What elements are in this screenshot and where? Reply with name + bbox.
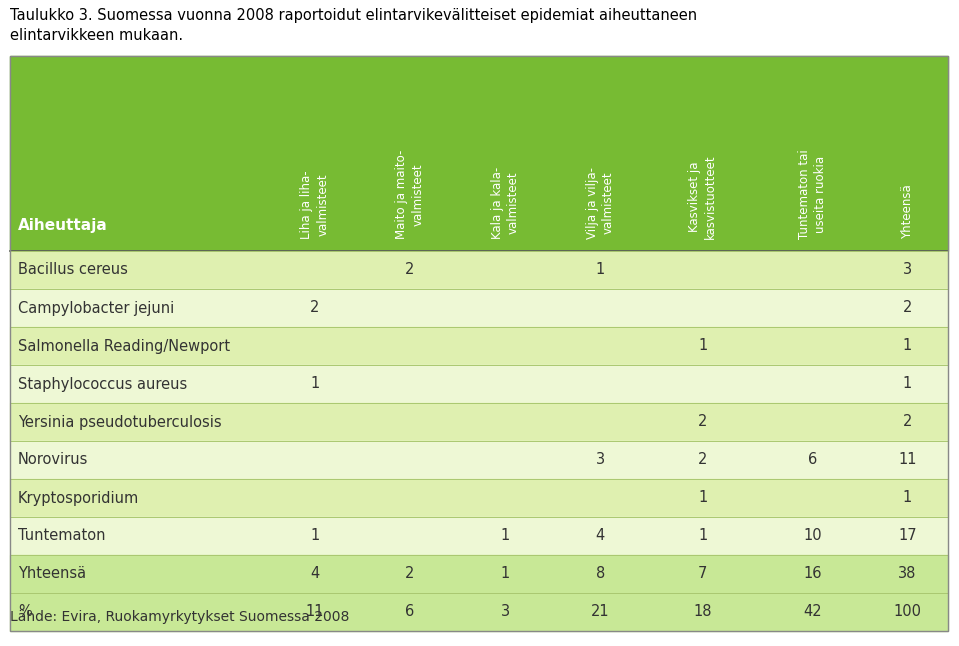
- Bar: [10, 593, 948, 631]
- Text: 11: 11: [899, 452, 917, 468]
- Text: Yhteensä: Yhteensä: [18, 567, 86, 581]
- Text: 2: 2: [902, 300, 912, 315]
- Text: Tuntematon: Tuntematon: [18, 528, 105, 543]
- Text: Kryptosporidium: Kryptosporidium: [18, 490, 139, 506]
- Text: Kasvikset ja
kasvistuotteet: Kasvikset ja kasvistuotteet: [689, 154, 717, 239]
- Text: 1: 1: [903, 377, 912, 391]
- Text: Yhteensä: Yhteensä: [901, 184, 914, 239]
- Text: 1: 1: [501, 528, 510, 543]
- Text: 2: 2: [902, 415, 912, 430]
- Bar: [10, 555, 948, 593]
- Text: Maito ja maito-
valmisteet: Maito ja maito- valmisteet: [395, 150, 425, 239]
- Text: 16: 16: [803, 567, 822, 581]
- Text: 11: 11: [306, 605, 324, 620]
- Text: 1: 1: [310, 528, 319, 543]
- Text: 6: 6: [807, 452, 817, 468]
- Text: 4: 4: [596, 528, 605, 543]
- Text: 3: 3: [596, 452, 605, 468]
- Text: 1: 1: [310, 377, 319, 391]
- Text: 7: 7: [698, 567, 708, 581]
- Text: 1: 1: [698, 528, 708, 543]
- Text: 3: 3: [501, 605, 510, 620]
- Text: Salmonella Reading/Newport: Salmonella Reading/Newport: [18, 339, 230, 353]
- Text: 6: 6: [406, 605, 414, 620]
- Text: 10: 10: [803, 528, 822, 543]
- Text: 21: 21: [591, 605, 610, 620]
- Text: Kala ja kala-
valmisteet: Kala ja kala- valmisteet: [491, 167, 520, 239]
- Text: Lähde: Evira, Ruokamyrkytykset Suomessa 2008: Lähde: Evira, Ruokamyrkytykset Suomessa …: [10, 610, 349, 624]
- Text: 100: 100: [894, 605, 922, 620]
- Bar: [10, 56, 948, 251]
- Text: 2: 2: [698, 452, 708, 468]
- Bar: [10, 327, 948, 365]
- Text: Liha ja liha-
valmisteet: Liha ja liha- valmisteet: [300, 171, 329, 239]
- Text: 2: 2: [310, 300, 319, 315]
- Bar: [10, 365, 948, 403]
- Text: 38: 38: [899, 567, 917, 581]
- Text: 1: 1: [596, 262, 605, 278]
- Text: Campylobacter jejuni: Campylobacter jejuni: [18, 300, 175, 315]
- Bar: [10, 403, 948, 441]
- Text: 2: 2: [698, 415, 708, 430]
- Text: Bacillus cereus: Bacillus cereus: [18, 262, 128, 278]
- Text: 1: 1: [903, 339, 912, 353]
- Text: Tuntematon tai
useita ruokia: Tuntematon tai useita ruokia: [798, 149, 827, 239]
- Text: Staphylococcus aureus: Staphylococcus aureus: [18, 377, 187, 391]
- Bar: [10, 251, 948, 289]
- Text: Yersinia pseudotuberculosis: Yersinia pseudotuberculosis: [18, 415, 222, 430]
- Text: 4: 4: [310, 567, 319, 581]
- Text: 8: 8: [596, 567, 605, 581]
- Bar: [10, 441, 948, 479]
- Text: Norovirus: Norovirus: [18, 452, 88, 468]
- Bar: [10, 479, 948, 517]
- Text: Vilja ja vilja-
valmisteet: Vilja ja vilja- valmisteet: [586, 167, 615, 239]
- Text: %: %: [18, 605, 32, 620]
- Bar: [10, 56, 948, 631]
- Bar: [10, 289, 948, 327]
- Text: 1: 1: [501, 567, 510, 581]
- Text: 18: 18: [693, 605, 712, 620]
- Bar: [10, 517, 948, 555]
- Text: 1: 1: [698, 339, 708, 353]
- Text: 1: 1: [903, 490, 912, 506]
- Text: Aiheuttaja: Aiheuttaja: [18, 218, 107, 233]
- Text: 3: 3: [903, 262, 912, 278]
- Text: Taulukko 3. Suomessa vuonna 2008 raportoidut elintarvikevälitteiset epidemiat ai: Taulukko 3. Suomessa vuonna 2008 raporto…: [10, 8, 697, 43]
- Text: 2: 2: [406, 567, 414, 581]
- Text: 1: 1: [698, 490, 708, 506]
- Text: 2: 2: [406, 262, 414, 278]
- Text: 17: 17: [899, 528, 917, 543]
- Text: 42: 42: [803, 605, 822, 620]
